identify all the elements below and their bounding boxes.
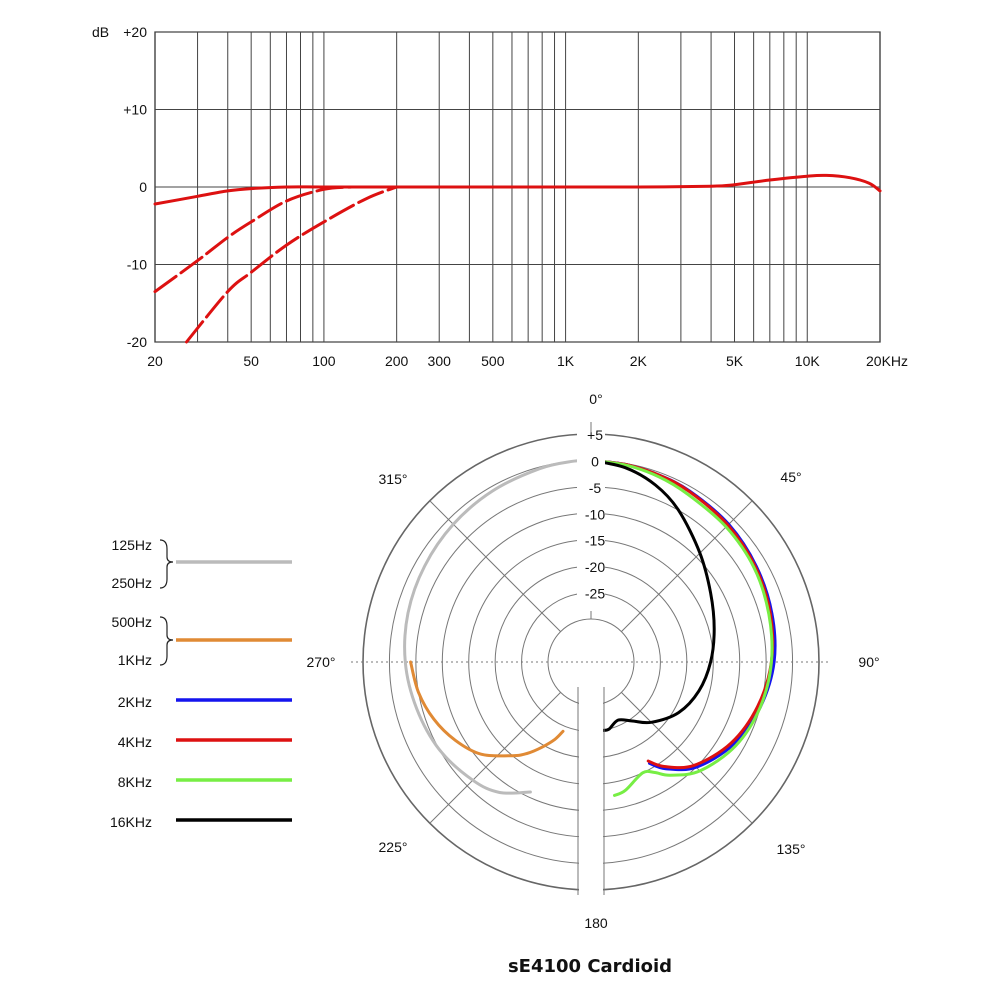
polar-spoke xyxy=(621,500,753,632)
y-unit-label: dB xyxy=(92,24,109,40)
legend-label: 8KHz xyxy=(118,774,152,790)
x-tick-label: 20KHz xyxy=(866,353,908,369)
x-tick-label: 50 xyxy=(243,353,259,369)
frequency-curve-1 xyxy=(153,173,882,206)
polar-curve-4 xyxy=(589,458,775,770)
x-tick-label: 300 xyxy=(428,353,452,369)
angle-label: 225° xyxy=(379,839,408,855)
y-tick-label: -10 xyxy=(127,257,147,273)
r-tick-label: -15 xyxy=(585,533,605,549)
y-tick-label: -20 xyxy=(127,334,147,350)
polar-spoke xyxy=(429,500,561,632)
polar-curve-5 xyxy=(589,458,774,797)
frequency-curve-2 xyxy=(153,185,353,294)
legend-label: 2KHz xyxy=(118,694,152,710)
chart-title: sE4100 Cardioid xyxy=(508,956,672,977)
x-tick-label: 200 xyxy=(385,353,409,369)
polar-curve-1 xyxy=(403,458,593,795)
x-tick-label: 2K xyxy=(630,353,648,369)
r-tick-label: +5 xyxy=(587,427,603,443)
angle-label: 45° xyxy=(780,469,801,485)
angle-label: 180 xyxy=(584,915,608,931)
legend-label: 250Hz xyxy=(112,575,152,591)
frequency-curve-3 xyxy=(185,185,399,344)
y-tick-label: +10 xyxy=(123,102,147,118)
polar-curve-6 xyxy=(589,458,716,732)
angle-label: 90° xyxy=(858,654,879,670)
r-tick-label: -25 xyxy=(585,586,605,602)
legend-label: 4KHz xyxy=(118,734,152,750)
legend-label: 16KHz xyxy=(110,814,152,830)
legend-label: 1KHz xyxy=(118,652,152,668)
x-tick-label: 10K xyxy=(795,353,821,369)
x-tick-label: 20 xyxy=(147,353,163,369)
x-tick-label: 1K xyxy=(557,353,575,369)
legend-brace xyxy=(159,616,174,666)
y-tick-label: 0 xyxy=(139,179,147,195)
x-tick-label: 5K xyxy=(726,353,744,369)
frequency-response-chart: +20 +10 0 -10 -20 dB 20 50 100 200 300 500 1K 2K 5K 10… xyxy=(92,24,908,369)
x-tick-label: 100 xyxy=(312,353,336,369)
angle-label: 0° xyxy=(589,391,602,407)
r-tick-label: 0 xyxy=(591,453,599,469)
y-tick-label: +20 xyxy=(123,24,147,40)
polar-curve-2 xyxy=(409,660,565,758)
angle-label: 270° xyxy=(307,654,336,670)
r-tick-label: -10 xyxy=(585,506,605,522)
polar-spoke xyxy=(621,692,753,824)
r-tick-label: -5 xyxy=(589,480,602,496)
legend-brace xyxy=(159,539,174,589)
angle-label: 135° xyxy=(777,841,806,857)
r-tick-label: -20 xyxy=(585,559,605,575)
x-tick-label: 500 xyxy=(481,353,505,369)
angle-label: 315° xyxy=(379,471,408,487)
polar-spoke xyxy=(429,692,561,824)
legend-label: 500Hz xyxy=(112,614,152,630)
axis-gap xyxy=(579,687,603,925)
legend-label: 125Hz xyxy=(112,537,152,553)
label-backdrop xyxy=(577,432,605,611)
